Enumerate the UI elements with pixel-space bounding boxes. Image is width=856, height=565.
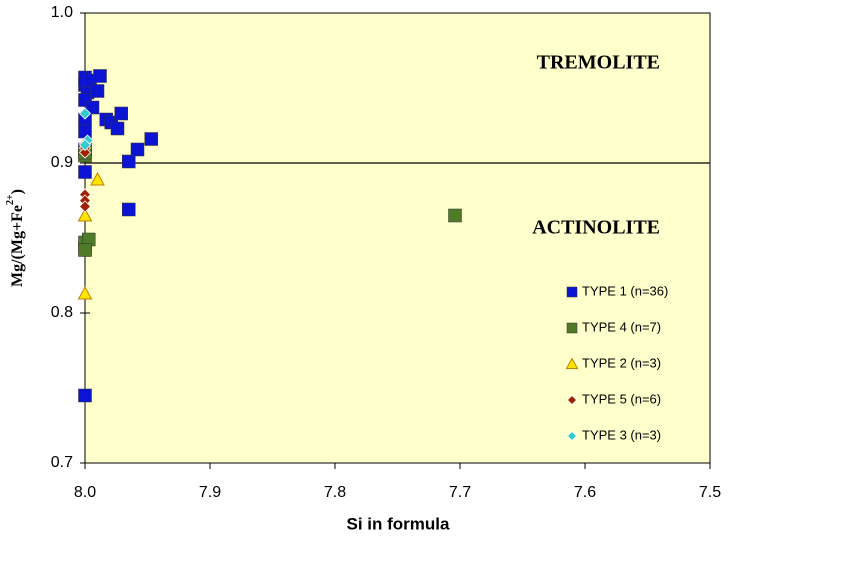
- marker-triangle: [565, 357, 579, 369]
- marker-triangle: [77, 285, 93, 300]
- marker-square: [78, 388, 92, 403]
- x-tick-label: 7.8: [324, 484, 346, 501]
- marker-square: [90, 84, 105, 98]
- legend-label: TYPE 3 (n=3): [582, 427, 661, 442]
- legend-label: TYPE 1 (n=36): [582, 283, 668, 298]
- x-tick-label: 7.9: [199, 484, 221, 501]
- marker-diamond: [78, 146, 92, 159]
- marker-square: [114, 106, 128, 121]
- marker-square: [78, 124, 92, 139]
- marker-triangle: [90, 171, 105, 186]
- marker-square: [85, 100, 100, 115]
- y-tick-label: 0.8: [51, 304, 73, 321]
- y-axis-title: Mg/(Mg+Fe2+): [5, 189, 25, 287]
- annotation: TREMOLITE: [537, 52, 660, 74]
- marker-square: [78, 165, 92, 179]
- marker-square: [130, 142, 145, 157]
- y-tick-label: 1.0: [51, 4, 73, 21]
- marker-diamond: [78, 107, 92, 120]
- legend-label: TYPE 5 (n=6): [582, 391, 661, 406]
- legend-label: TYPE 2 (n=3): [582, 355, 661, 370]
- marker-diamond: [566, 394, 578, 406]
- marker-diamond: [566, 430, 578, 442]
- marker-triangle: [77, 207, 93, 222]
- plot-area: [84, 12, 711, 464]
- marker-diamond: [78, 138, 92, 152]
- x-tick-label: 7.7: [449, 484, 471, 501]
- y-axis-title-suffix: ): [9, 189, 26, 194]
- marker-square: [566, 286, 578, 298]
- marker-square: [122, 202, 136, 217]
- y-axis-title-sup: 2+: [5, 194, 16, 205]
- marker-square: [110, 121, 125, 136]
- x-axis-title: Si in formula: [347, 514, 451, 533]
- marker-square: [78, 243, 92, 257]
- legend-label: TYPE 4 (n=7): [582, 319, 661, 334]
- marker-square: [144, 132, 158, 146]
- marker-square: [122, 154, 136, 169]
- marker-diamond: [78, 200, 92, 213]
- x-tick-label: 7.6: [574, 484, 596, 501]
- marker-square: [93, 69, 107, 83]
- y-tick-label: 0.7: [51, 454, 73, 471]
- y-axis-title-text: Mg/(Mg+Fe: [9, 205, 26, 287]
- marker-square: [448, 208, 462, 223]
- x-tick-label: 7.5: [699, 484, 721, 501]
- y-tick-label: 0.9: [51, 154, 73, 171]
- marker-square: [566, 322, 578, 334]
- x-tick-label: 8.0: [74, 484, 96, 501]
- annotation: ACTINOLITE: [532, 217, 660, 239]
